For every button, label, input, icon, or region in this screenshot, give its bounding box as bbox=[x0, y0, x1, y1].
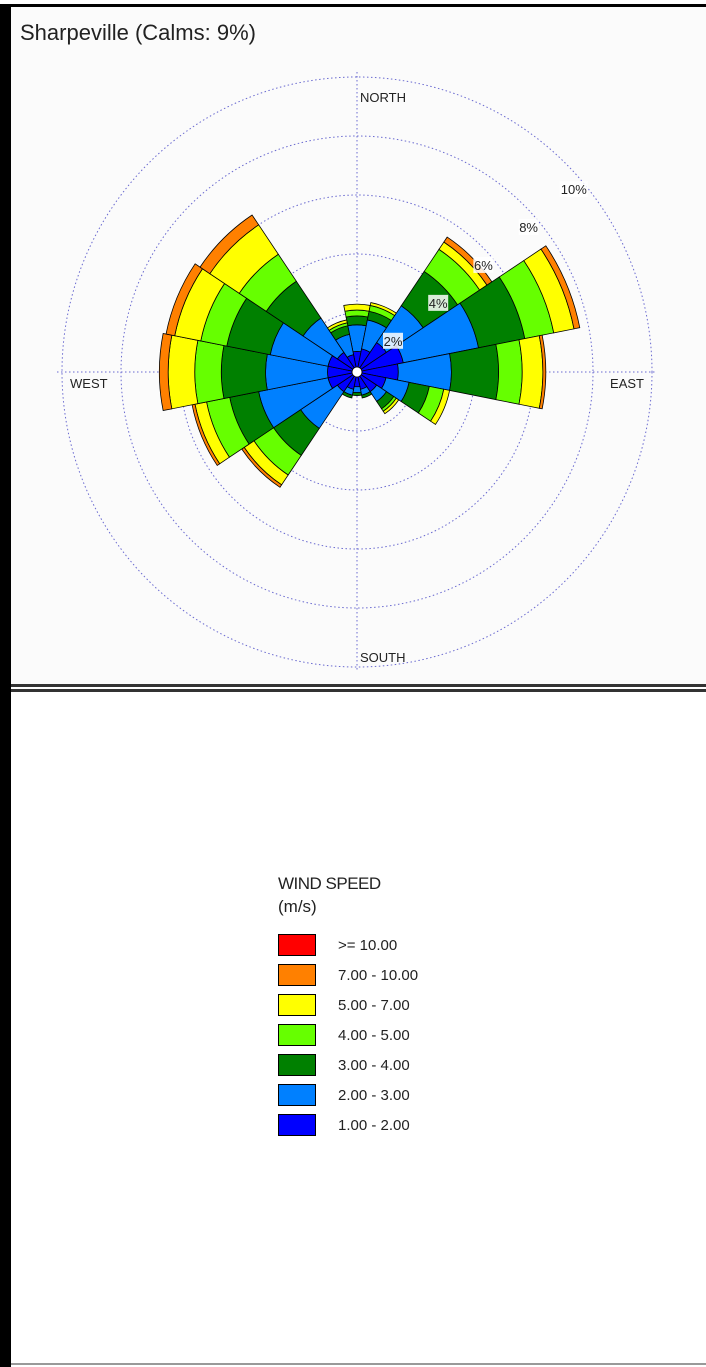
legend: WIND SPEED (m/s) >= 10.00 7.00 - 10.00 5.0… bbox=[278, 872, 418, 1140]
legend-unit: (m/s) bbox=[278, 897, 317, 916]
sector-nnw-bin-4 bbox=[326, 319, 348, 331]
sector-e-bin-5 bbox=[538, 334, 547, 410]
legend-label: 5.00 - 7.00 bbox=[338, 996, 410, 1014]
rose-sectors bbox=[159, 214, 581, 488]
radial-tick-label-2: 2% bbox=[383, 332, 404, 349]
legend-label: 7.00 - 10.00 bbox=[338, 966, 419, 984]
legend-item: 5.00 - 7.00 bbox=[278, 990, 418, 1020]
legend-swatch bbox=[278, 994, 316, 1016]
compass-label-north: NORTH bbox=[360, 90, 406, 105]
legend-item: 1.00 - 2.00 bbox=[278, 1110, 418, 1140]
sector-n-bin-3 bbox=[344, 309, 370, 318]
sector-ese-bin-4 bbox=[430, 388, 451, 426]
wind-rose-plot: 2% 4% 6% 8% 10% NORTH EAST SOUTH WEST bbox=[57, 72, 657, 672]
frame-top-border bbox=[0, 4, 706, 7]
sector-nw-bin-5 bbox=[199, 214, 260, 275]
legend-label: >= 10.00 bbox=[338, 936, 398, 954]
sector-w-bin-4 bbox=[167, 334, 199, 410]
frame-left-border bbox=[0, 4, 11, 1367]
sector-s-bin-2 bbox=[351, 391, 363, 396]
sector-w-bin-2 bbox=[220, 345, 268, 399]
sector-n-bin-4 bbox=[343, 303, 371, 312]
svg-text:10%: 10% bbox=[561, 182, 587, 197]
sector-n-bin-2 bbox=[345, 315, 369, 327]
svg-text:2%: 2% bbox=[384, 334, 403, 349]
sector-e-bin-2 bbox=[449, 343, 499, 401]
svg-text:8%: 8% bbox=[519, 220, 538, 235]
sector-ene-bin-5 bbox=[540, 245, 581, 330]
legend-label: 3.00 - 4.00 bbox=[338, 1056, 410, 1074]
sector-w-bin-5 bbox=[159, 332, 173, 412]
radial-tick-label-6: 6% bbox=[473, 256, 494, 273]
grid-circle-10 bbox=[61, 76, 653, 668]
radial-tick-label-8: 8% bbox=[518, 219, 539, 236]
svg-text:4%: 4% bbox=[429, 296, 448, 311]
legend-swatch bbox=[278, 934, 316, 956]
legend-label: 1.00 - 2.00 bbox=[338, 1116, 410, 1134]
sector-wnw-bin-5 bbox=[165, 263, 204, 337]
sector-e-bin-4 bbox=[518, 335, 544, 409]
calm-center-dot bbox=[351, 366, 363, 378]
panel-divider-bottom bbox=[11, 689, 706, 692]
legend-swatch bbox=[278, 1114, 316, 1136]
legend-item: 7.00 - 10.00 bbox=[278, 960, 418, 990]
sector-se-bin-4 bbox=[382, 397, 400, 415]
legend-item: 2.00 - 3.00 bbox=[278, 1080, 418, 1110]
legend-swatch bbox=[278, 1084, 316, 1106]
compass-label-east: EAST bbox=[610, 376, 644, 391]
panel-divider-top bbox=[11, 684, 706, 687]
legend-swatch bbox=[278, 964, 316, 986]
svg-text:6%: 6% bbox=[474, 258, 493, 273]
frame-bottom-border bbox=[11, 1363, 706, 1365]
legend-items: >= 10.00 7.00 - 10.00 5.00 - 7.00 4.00 - 5.… bbox=[278, 930, 418, 1140]
sector-e-bin-3 bbox=[495, 339, 523, 405]
legend-swatch bbox=[278, 1024, 316, 1046]
legend-swatch bbox=[278, 1054, 316, 1076]
legend-item: 3.00 - 4.00 bbox=[278, 1050, 418, 1080]
compass-label-west: WEST bbox=[70, 376, 108, 391]
radial-tick-label-10: 10% bbox=[559, 181, 588, 198]
sector-sse-bin-2 bbox=[361, 391, 373, 399]
legend-label: 2.00 - 3.00 bbox=[338, 1086, 410, 1104]
legend-label: 4.00 - 5.00 bbox=[338, 1026, 410, 1044]
compass-label-south: SOUTH bbox=[360, 650, 406, 665]
sector-w-bin-3 bbox=[194, 339, 225, 405]
chart-title: Sharpeville (Calms: 9%) bbox=[20, 20, 256, 45]
radial-tick-label-4: 4% bbox=[428, 294, 449, 311]
legend-item: 4.00 - 5.00 bbox=[278, 1020, 418, 1050]
legend-item: >= 10.00 bbox=[278, 930, 418, 960]
legend-title: WIND SPEED bbox=[278, 874, 381, 893]
